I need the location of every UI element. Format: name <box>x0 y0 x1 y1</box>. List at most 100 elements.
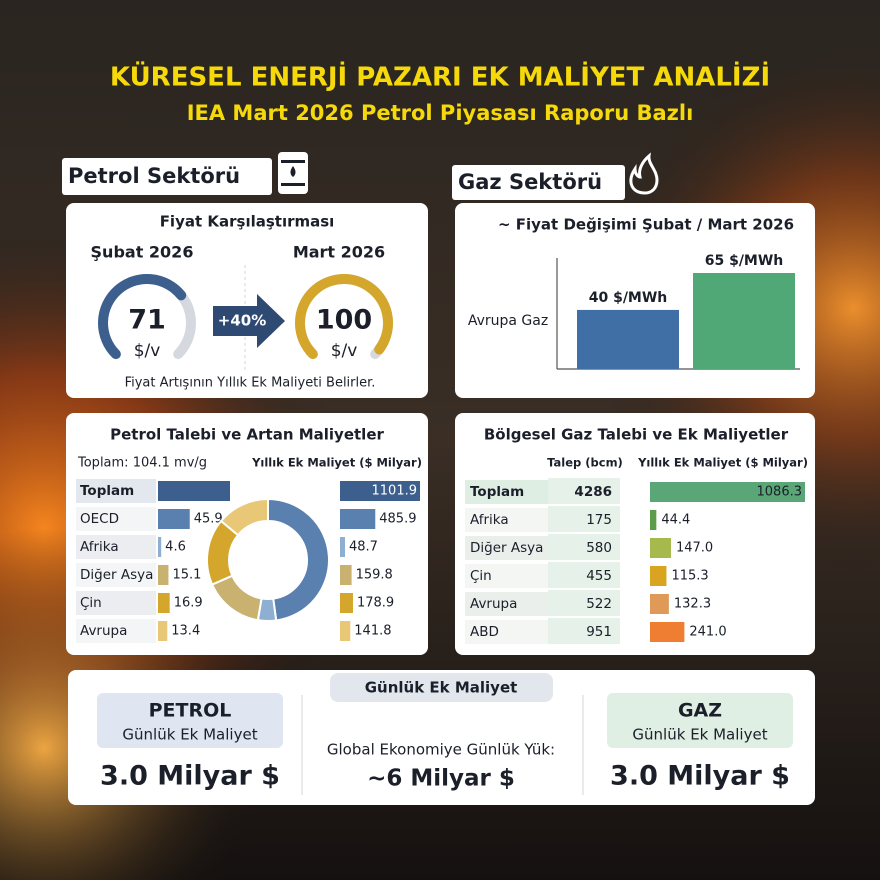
section-label-box <box>62 158 272 195</box>
demand-label: 13.4 <box>171 624 200 639</box>
row-band <box>76 591 156 615</box>
panel-title: Bölgesel Gaz Talebi ve Ek Maliyetler <box>484 426 789 444</box>
row-name: Diğer Asya <box>80 567 153 583</box>
row-name: Toplam <box>470 484 524 500</box>
row-band <box>465 620 548 644</box>
card <box>607 693 793 748</box>
donut-segment <box>267 497 330 622</box>
row-name: Avrupa <box>470 596 517 612</box>
row-band <box>76 619 156 643</box>
demand-label: 4.6 <box>165 540 186 555</box>
row-name: Çin <box>470 568 492 584</box>
card-name: GAZ <box>678 700 722 722</box>
cost-label: 141.8 <box>354 624 391 639</box>
donut-segment <box>219 497 269 537</box>
gauge-value: 71 <box>128 305 166 336</box>
card-name: PETROL <box>149 700 232 722</box>
demand-value: 580 <box>586 540 612 556</box>
demand-label: 16.9 <box>174 596 203 611</box>
gauge-label: Şubat 2026 <box>91 243 194 262</box>
row-name: Çin <box>80 595 102 611</box>
cost-bar <box>650 538 671 558</box>
pill <box>330 673 553 702</box>
section-title: Petrol Sektörü <box>68 164 240 188</box>
column-header: Talep (bcm) <box>547 456 623 470</box>
column-header: Yıllık Ek Maliyet ($ Milyar) <box>637 456 808 470</box>
demand-value: 175 <box>586 512 612 528</box>
row-band <box>76 507 156 531</box>
row-band <box>76 535 156 559</box>
demand-value: 522 <box>586 596 612 612</box>
card-label: Günlük Ek Maliyet <box>122 726 257 744</box>
cost-label: 159.8 <box>356 568 393 583</box>
flame-icon <box>629 152 659 195</box>
gauge-value: 100 <box>316 305 372 336</box>
section-label-box <box>452 165 625 200</box>
cost-bar <box>650 482 805 502</box>
row-band <box>465 592 548 616</box>
demand-value: 951 <box>586 624 612 640</box>
card-value: 3.0 Milyar $ <box>610 761 790 792</box>
row-name: Avrupa <box>80 623 127 639</box>
demand-bar <box>158 509 190 529</box>
gauge-unit: $/v <box>331 341 358 361</box>
cost-label: 44.4 <box>661 513 690 528</box>
cost-bar <box>340 621 351 641</box>
row-band <box>465 564 548 588</box>
category-label: Avrupa Gaz <box>468 313 548 329</box>
cost-label: 241.0 <box>689 625 726 640</box>
daily-title: Günlük Ek Maliyet <box>365 679 518 697</box>
cost-bar <box>340 593 353 613</box>
cost-bar <box>340 537 345 557</box>
gauge-label: Mart 2026 <box>293 243 385 262</box>
bar <box>577 309 679 369</box>
column-header: Yıllık Ek Maliyet ($ Milyar) <box>251 456 422 470</box>
panel-title: Petrol Talebi ve Artan Maliyetler <box>110 426 384 444</box>
row-band <box>76 479 156 503</box>
row-name: Afrika <box>470 512 509 528</box>
demand-bar <box>158 593 170 613</box>
gauge-unit: $/v <box>134 341 161 361</box>
bar-label: 65 $/MWh <box>705 253 784 269</box>
panel-title: Fiyat Karşılaştırması <box>160 213 335 231</box>
cost-label: 178.9 <box>357 596 394 611</box>
panel <box>66 413 428 655</box>
cost-bar <box>650 566 667 586</box>
row-band <box>76 563 156 587</box>
card-label: Günlük Ek Maliyet <box>632 726 767 744</box>
row-name: Afrika <box>80 539 119 555</box>
demand-label: 15.1 <box>172 568 201 583</box>
cost-label: 1086.3 <box>757 485 803 500</box>
bar <box>693 273 795 369</box>
change-label: +40% <box>218 312 266 330</box>
caption: Toplam: 104.1 mv/g <box>77 456 207 471</box>
row-name: Toplam <box>80 483 134 499</box>
row-name: Diğer Asya <box>470 540 543 556</box>
section-title: Gaz Sektörü <box>458 170 602 194</box>
demand-value: 4286 <box>574 484 612 500</box>
demand-bar <box>158 537 162 557</box>
barrel-icon <box>278 152 308 194</box>
demand-bar <box>158 621 168 641</box>
demand-bar <box>158 481 230 501</box>
cost-bar <box>650 510 657 530</box>
subtitle: IEA Mart 2026 Petrol Piyasası Raporu Baz… <box>187 101 694 125</box>
row-band <box>465 480 548 504</box>
card <box>97 693 283 748</box>
global-label: Global Ekonomiye Günlük Yük: <box>327 741 555 759</box>
global-value: ~6 Milyar $ <box>367 766 515 792</box>
cost-bar <box>340 565 352 585</box>
cost-label: 48.7 <box>349 540 378 555</box>
cost-label: 132.3 <box>674 597 711 612</box>
card-value: 3.0 Milyar $ <box>100 761 280 792</box>
cost-label: 1101.9 <box>372 484 418 499</box>
panel-title: ~ Fiyat Değişimi Şubat / Mart 2026 <box>498 216 794 234</box>
cost-label: 147.0 <box>676 541 713 556</box>
cost-bar <box>340 481 420 501</box>
cost-bar <box>340 509 376 529</box>
demand-value: 455 <box>586 568 612 584</box>
cost-label: 485.9 <box>379 512 416 527</box>
bar-label: 40 $/MWh <box>589 290 668 306</box>
